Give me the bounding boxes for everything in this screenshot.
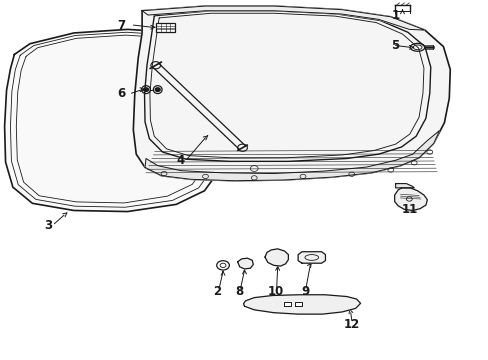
Text: 1: 1	[391, 9, 399, 22]
Polygon shape	[395, 184, 413, 188]
Text: 6: 6	[117, 87, 125, 100]
Circle shape	[155, 88, 160, 91]
Text: 10: 10	[267, 285, 284, 298]
Text: 7: 7	[117, 19, 125, 32]
Text: 11: 11	[401, 203, 418, 216]
Text: 3: 3	[44, 219, 52, 233]
Polygon shape	[284, 302, 291, 306]
Text: 5: 5	[391, 39, 399, 52]
Text: 9: 9	[301, 285, 309, 298]
Polygon shape	[145, 131, 439, 181]
Polygon shape	[243, 295, 360, 314]
Polygon shape	[264, 249, 288, 266]
Polygon shape	[4, 30, 230, 212]
Text: 2: 2	[213, 285, 221, 298]
Text: 8: 8	[235, 285, 243, 298]
Text: 4: 4	[176, 154, 184, 167]
Polygon shape	[142, 6, 424, 30]
Polygon shape	[237, 258, 253, 269]
Text: 12: 12	[343, 318, 359, 331]
Polygon shape	[298, 252, 325, 263]
FancyBboxPatch shape	[156, 23, 175, 32]
Polygon shape	[394, 188, 427, 211]
Polygon shape	[295, 302, 302, 306]
Circle shape	[143, 88, 148, 91]
Polygon shape	[133, 6, 449, 181]
